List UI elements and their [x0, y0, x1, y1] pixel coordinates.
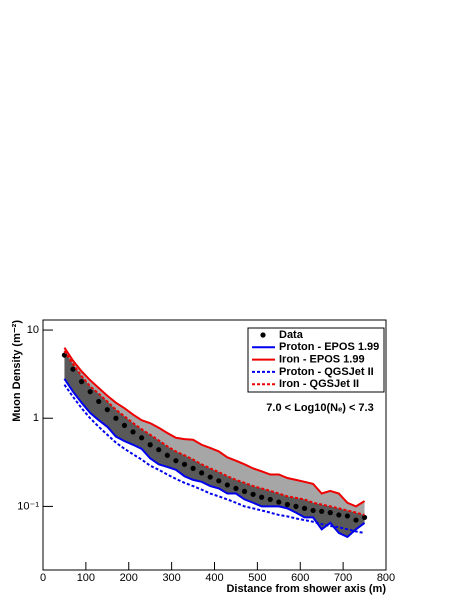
data-point	[267, 496, 273, 503]
data-point	[327, 510, 333, 516]
data-point	[87, 389, 93, 395]
y-tick-label: 10⁻¹	[17, 500, 39, 512]
x-tick-label: 0	[40, 572, 46, 584]
x-tick-label: 100	[77, 572, 95, 584]
model-line	[63, 384, 365, 534]
data-point	[104, 407, 110, 413]
x-tick-label: 600	[291, 572, 309, 584]
data-point	[190, 465, 196, 471]
data-point	[336, 512, 342, 518]
data-point	[344, 513, 351, 519]
data-point	[241, 488, 248, 494]
y-tick-label: 1	[33, 412, 39, 424]
data-point	[78, 379, 85, 385]
data-point	[216, 478, 222, 484]
data-point	[164, 452, 170, 458]
data-point	[70, 366, 76, 372]
data-point	[96, 398, 102, 405]
data-point	[147, 442, 153, 448]
legend-label: Iron - EPOS 1.99	[279, 354, 365, 366]
data-point	[156, 447, 162, 453]
x-tick-label: 700	[334, 572, 352, 584]
x-tick-label: 800	[377, 572, 395, 584]
x-tick-label: 500	[248, 572, 266, 584]
data-point	[173, 458, 179, 464]
data-point	[353, 517, 359, 523]
model-band	[64, 350, 365, 537]
data-point	[224, 482, 230, 488]
legend-label: Proton - EPOS 1.99	[279, 341, 379, 353]
data-point	[301, 505, 308, 511]
x-tick-label: 400	[205, 572, 223, 584]
x-axis-title: Distance from shower axis (m)	[226, 583, 386, 595]
data-point	[250, 491, 256, 497]
legend-label: Proton - QGSJet II	[279, 366, 374, 378]
data-point	[361, 514, 368, 521]
data-point	[310, 507, 316, 514]
data-point	[181, 461, 188, 467]
data-point	[61, 352, 68, 358]
data-point	[319, 508, 325, 514]
legend-label: Data	[279, 329, 304, 341]
data-point	[121, 422, 128, 428]
y-axis-title: Muon Density (m⁻²)	[11, 320, 23, 422]
y-tick-label: 10	[27, 324, 39, 336]
legend-marker	[260, 332, 266, 338]
data-point	[276, 499, 282, 505]
data-point	[199, 470, 205, 476]
legend-label: Iron - QGSJet II	[279, 378, 359, 390]
data-point	[233, 485, 239, 492]
annotation: 7.0 < Log10(Nₑ) < 7.3	[266, 402, 373, 414]
data-point	[139, 435, 145, 441]
data-point	[259, 494, 265, 500]
legend-box	[247, 327, 385, 393]
data-point	[284, 501, 290, 508]
data-point	[207, 474, 213, 480]
x-tick-label: 300	[162, 572, 180, 584]
data-point	[113, 415, 119, 421]
data-point	[293, 503, 299, 510]
model-line	[63, 350, 365, 516]
x-tick-label: 200	[120, 572, 138, 584]
model-line	[63, 347, 366, 508]
data-point	[130, 429, 136, 435]
model-line	[63, 378, 366, 539]
model-band	[64, 347, 365, 515]
